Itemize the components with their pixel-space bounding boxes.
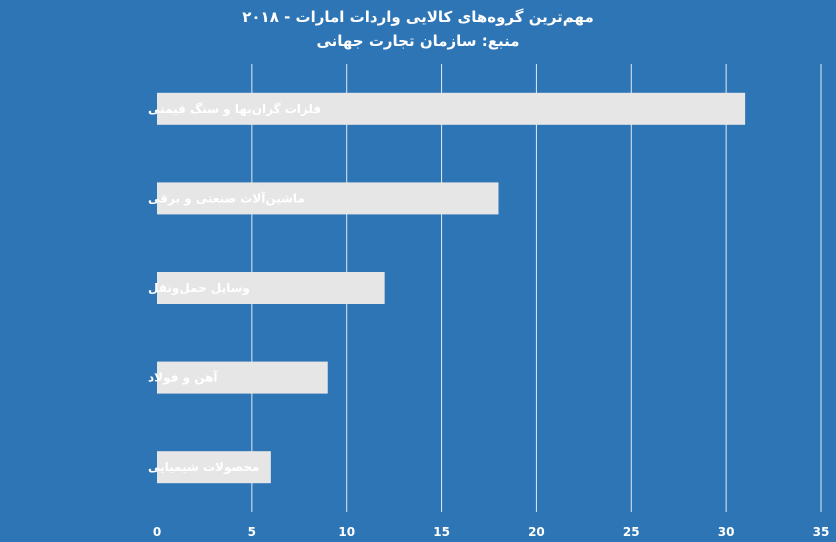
- gridlines: [251, 64, 822, 512]
- bar: [157, 361, 328, 394]
- category-label: محصولات شیمیایی: [148, 460, 259, 475]
- x-tick-label: 20: [528, 525, 545, 539]
- x-tick-label: 15: [433, 525, 450, 539]
- category-label: ماشین‌آلات صنعتی و برقی: [148, 190, 305, 206]
- bar: [157, 92, 746, 125]
- category-label: آهن و فولاد: [148, 370, 218, 386]
- category-label: وسایل حمل‌ونقل: [148, 281, 250, 296]
- x-tick-label: 10: [338, 525, 355, 539]
- bar: [157, 272, 385, 304]
- bar: [157, 451, 271, 484]
- chart-subtitle: منبع: سازمان تجارت جهانی: [316, 32, 519, 50]
- chart-title: مهم‌ترین گروه‌های کالایی واردات امارات -…: [242, 8, 594, 26]
- x-tick-label: 35: [813, 525, 830, 539]
- x-tick-label: 25: [623, 525, 640, 539]
- x-tick-label: 5: [248, 525, 256, 539]
- category-label: فلزات گران‌بها و سنگ قیمتی: [148, 102, 321, 117]
- bar: [157, 182, 499, 215]
- x-axis-ticks: 0 5 10 15 20 25 30 35: [153, 525, 830, 539]
- x-tick-label: 0: [153, 525, 161, 539]
- x-tick-label: 30: [718, 525, 735, 539]
- bars: [157, 92, 746, 484]
- category-labels: فلزات گران‌بها و سنگ قیمتی ماشین‌آلات صنع…: [148, 102, 321, 475]
